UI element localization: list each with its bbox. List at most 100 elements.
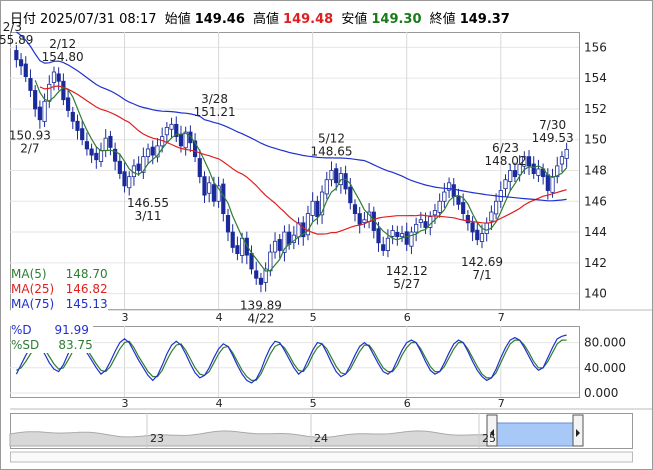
candle-down — [352, 204, 358, 214]
candle-down — [61, 80, 66, 101]
candle-up — [399, 233, 405, 238]
annotation-date: 3/11 — [135, 209, 162, 223]
candle-down — [254, 270, 259, 279]
candle-down — [277, 239, 282, 251]
annotation-date: 2/12 — [49, 37, 76, 51]
candle-down — [470, 222, 475, 233]
candle-down — [178, 134, 184, 147]
candle-down — [301, 222, 306, 238]
close-value: 149.37 — [459, 12, 510, 27]
low-label: 安値 — [341, 12, 368, 27]
pctd-label: %D — [11, 323, 32, 337]
ma25-label: MA(25) — [11, 282, 55, 296]
candle-down — [75, 120, 80, 131]
candle-up — [324, 179, 329, 195]
candle-down — [395, 231, 400, 238]
month-tick-label: 6 — [404, 397, 411, 410]
candle-down — [174, 123, 179, 138]
candle-up — [550, 176, 555, 193]
navigator-arrow-left-icon — [490, 429, 494, 437]
candle-down — [315, 200, 320, 218]
candle-up — [263, 268, 268, 283]
candle-up — [155, 145, 160, 158]
price-tick-label: 152 — [584, 102, 607, 116]
stoch-tick-label: 0.000 — [584, 386, 618, 400]
navigator-handle-right — [572, 414, 584, 447]
ma25-line — [39, 85, 567, 235]
navigator-selection — [492, 422, 574, 447]
candle-down — [456, 196, 461, 205]
month-tick-label: 7 — [498, 311, 505, 324]
candle-down — [56, 73, 61, 82]
candle-up — [145, 148, 151, 158]
candle-down — [80, 128, 85, 141]
candle-down — [33, 90, 38, 110]
close-label: 終値 — [429, 12, 456, 27]
candle-up — [98, 150, 104, 162]
candle-down — [89, 148, 94, 156]
candle-up — [268, 251, 273, 272]
candle-up — [127, 176, 132, 189]
candle-down — [461, 202, 466, 214]
candle-up — [164, 127, 169, 136]
candle-down — [117, 160, 122, 174]
ma25-legend: MA(25) 146.82 — [11, 282, 108, 297]
candle-down — [475, 229, 480, 241]
date-value: 2025/07/31 08:17 — [40, 12, 157, 27]
price-tick-label: 146 — [584, 194, 607, 208]
candle-down — [202, 176, 207, 196]
stoch-tick-label: 80.000 — [584, 336, 626, 350]
annotation-price: 146.55 — [127, 196, 169, 210]
month-tick-label: 7 — [498, 397, 505, 410]
candle-up — [437, 200, 442, 213]
candle-up — [414, 223, 419, 233]
candle-down — [531, 163, 536, 174]
ma5-line — [34, 80, 568, 272]
candle-down — [526, 156, 532, 167]
candle-up — [508, 170, 513, 182]
candle-down — [230, 231, 235, 248]
annotation-price: 148.65 — [310, 144, 352, 158]
candle-up — [536, 168, 541, 176]
candle-down — [197, 158, 202, 178]
open-label: 始値 — [164, 12, 191, 27]
ma5-legend: MA(5) 148.70 — [11, 267, 108, 282]
annotation-date: 7/30 — [539, 118, 566, 132]
ma75-line — [16, 31, 567, 202]
price-tick-label: 140 — [584, 287, 607, 301]
candle-up — [216, 185, 221, 202]
candle-down — [451, 184, 456, 198]
annotation-date: 6/23 — [492, 141, 519, 155]
candle-up — [390, 230, 395, 237]
candle-down — [14, 50, 19, 61]
pctd-legend: %D 91.99 — [11, 323, 93, 338]
candle-down — [150, 146, 155, 156]
low-value: 149.30 — [371, 12, 422, 27]
candle-down — [108, 135, 113, 148]
ohlc-header: 日付 2025/07/31 08:17 始値 149.46 高値 149.48 安値 1… — [10, 10, 580, 30]
candle-down — [235, 245, 240, 255]
ma5-value: 148.70 — [65, 267, 108, 281]
pctsd-line — [16, 339, 567, 381]
candle-down — [37, 106, 42, 121]
annotation-date: 5/12 — [318, 131, 345, 145]
stoch-tick-label: 40.000 — [584, 361, 626, 375]
navigator-scrollbar — [10, 451, 633, 463]
pctd-line — [15, 334, 567, 384]
ma-legend: MA(5) 148.70 MA(25) 146.82 MA(75) 145.13 — [11, 267, 108, 312]
candle-down — [192, 140, 198, 158]
navigator-arrow-right-icon — [576, 429, 580, 437]
price-tick-label: 156 — [584, 40, 607, 54]
candle-up — [564, 149, 569, 159]
date-label: 日付 — [10, 12, 37, 27]
ma75-label: MA(75) — [11, 297, 55, 311]
candle-up — [310, 200, 315, 216]
candle-up — [305, 213, 311, 236]
candle-down — [23, 63, 28, 78]
ma5-label: MA(5) — [11, 267, 47, 281]
annotation-price: 151.21 — [194, 105, 236, 119]
price-tick-label: 148 — [584, 164, 607, 178]
candle-down — [113, 148, 118, 162]
candle-up — [42, 100, 47, 122]
candle-up — [207, 182, 212, 194]
